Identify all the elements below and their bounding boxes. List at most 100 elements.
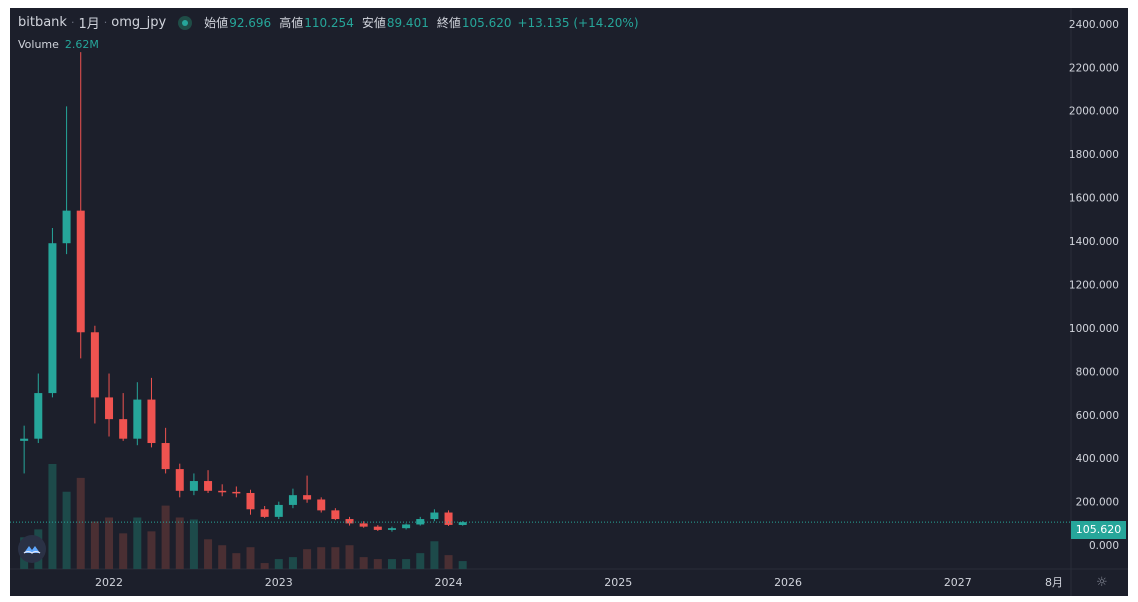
volume-bar <box>147 531 156 569</box>
candle-down <box>204 481 213 491</box>
price-tick-label: 1600.000 <box>1069 193 1119 205</box>
low-label: 安値 <box>361 16 386 30</box>
ohlc-legend: bitbank · 1月 · omg_jpy 始値 92.696 高値 110.25… <box>18 13 639 32</box>
volume-bar <box>345 545 354 569</box>
candle-down <box>345 519 354 524</box>
price-tick-label: 800.000 <box>1076 366 1119 378</box>
settings-sun-icon[interactable]: ☼ <box>1096 575 1108 590</box>
volume-bar <box>387 559 396 569</box>
volume-label: Volume <box>18 38 59 51</box>
high-label: 高値 <box>279 16 304 30</box>
volume-bars <box>20 464 467 569</box>
volume-bar <box>288 557 297 569</box>
candle-up <box>62 210 71 244</box>
price-chart[interactable]: 0.000 200.000 400.000 600.000 800.000 1000.00… <box>10 8 1128 596</box>
volume-bar <box>175 517 184 569</box>
volume-bar <box>359 557 368 569</box>
last-price-badge: 105.620 <box>1071 521 1126 540</box>
volume-bar <box>105 517 114 569</box>
time-tick-label: 2026 <box>774 576 802 589</box>
volume-bar <box>218 545 227 569</box>
candle-up <box>133 399 142 439</box>
candle-up <box>430 512 439 520</box>
candle-down <box>317 499 326 511</box>
candle-up <box>387 528 396 530</box>
volume-legend: Volume 2.62M <box>18 38 99 51</box>
open-label: 始値 <box>204 16 229 30</box>
time-tick-label: 2024 <box>435 576 463 589</box>
candle-up <box>402 524 411 529</box>
price-tick-label: 1200.000 <box>1069 279 1119 291</box>
chart-frame[interactable]: 0.000 200.000 400.000 600.000 800.000 1000.00… <box>10 8 1128 596</box>
price-tick-label: 2000.000 <box>1069 106 1119 118</box>
volume-bar <box>189 519 198 569</box>
time-axis-month-label: 8月 <box>1045 576 1063 589</box>
candle-down <box>373 526 382 530</box>
candle-down <box>76 210 85 333</box>
candle-up <box>458 522 467 525</box>
volume-bar <box>458 561 467 569</box>
separator-dot: · <box>70 16 75 29</box>
volume-bar <box>48 464 57 569</box>
candle-down <box>119 419 128 439</box>
interval-label[interactable]: 1月 <box>78 17 100 32</box>
time-tick-label: 2027 <box>944 576 972 589</box>
candle-up <box>274 504 283 517</box>
price-tick-label: 1400.000 <box>1069 236 1119 248</box>
exchange-name[interactable]: bitbank <box>18 15 67 30</box>
volume-bar <box>232 553 241 569</box>
volume-bar <box>119 533 128 569</box>
open-value: 92.696 <box>229 15 272 30</box>
high-value: 110.254 <box>304 15 354 30</box>
candle-up <box>34 393 43 439</box>
candle-down <box>161 443 170 470</box>
time-tick-label: 2023 <box>265 576 293 589</box>
price-tick-label: 1800.000 <box>1069 149 1119 161</box>
time-tick-label: 2022 <box>95 576 123 589</box>
volume-bar <box>161 505 170 569</box>
candle-up <box>288 495 297 505</box>
volume-bar <box>444 555 453 569</box>
close-value: 105.620 <box>461 15 512 30</box>
time-tick-label: 2025 <box>604 576 632 589</box>
volume-bar <box>204 539 213 569</box>
candle-down <box>331 510 340 520</box>
volume-bar <box>90 521 99 569</box>
close-label: 終値 <box>436 16 461 30</box>
volume-bar <box>62 491 71 569</box>
price-tick-label: 400.000 <box>1076 453 1119 465</box>
candle-down <box>359 523 368 527</box>
price-tick-label: 2200.000 <box>1069 62 1119 74</box>
price-tick-label: 2400.000 <box>1069 19 1119 31</box>
candle-up <box>20 438 29 441</box>
low-value: 89.401 <box>386 15 429 30</box>
volume-bar <box>373 559 382 569</box>
candle-down <box>105 397 114 420</box>
volume-bar <box>331 547 340 569</box>
separator-dot: · <box>103 16 108 29</box>
volume-value: 2.62M <box>64 38 99 51</box>
candle-down <box>175 469 184 491</box>
candle-down <box>147 399 156 444</box>
volume-bar <box>402 559 411 569</box>
candle-up <box>416 519 425 525</box>
time-axis[interactable]: 2022 2023 2024 2025 2026 2027 <box>95 576 972 589</box>
volume-bar <box>416 553 425 569</box>
market-status-icon[interactable] <box>178 15 193 30</box>
candle-up <box>189 481 198 491</box>
volume-bar <box>303 549 312 569</box>
price-tick-label: 600.000 <box>1076 410 1119 422</box>
candles <box>20 52 467 532</box>
candle-up <box>48 243 57 394</box>
candle-down <box>218 490 227 493</box>
candle-down <box>246 492 255 510</box>
volume-bar <box>274 559 283 569</box>
symbol-name[interactable]: omg_jpy <box>111 15 167 30</box>
change-value: +13.135 (+14.20%) <box>517 15 639 30</box>
wave-logo-icon[interactable] <box>18 535 46 563</box>
price-axis[interactable]: 0.000 200.000 400.000 600.000 800.000 1000.00… <box>1069 19 1119 552</box>
price-tick-label: 1000.000 <box>1069 323 1119 335</box>
volume-bar <box>260 563 269 569</box>
volume-bar <box>246 547 255 569</box>
volume-bar <box>430 541 439 569</box>
